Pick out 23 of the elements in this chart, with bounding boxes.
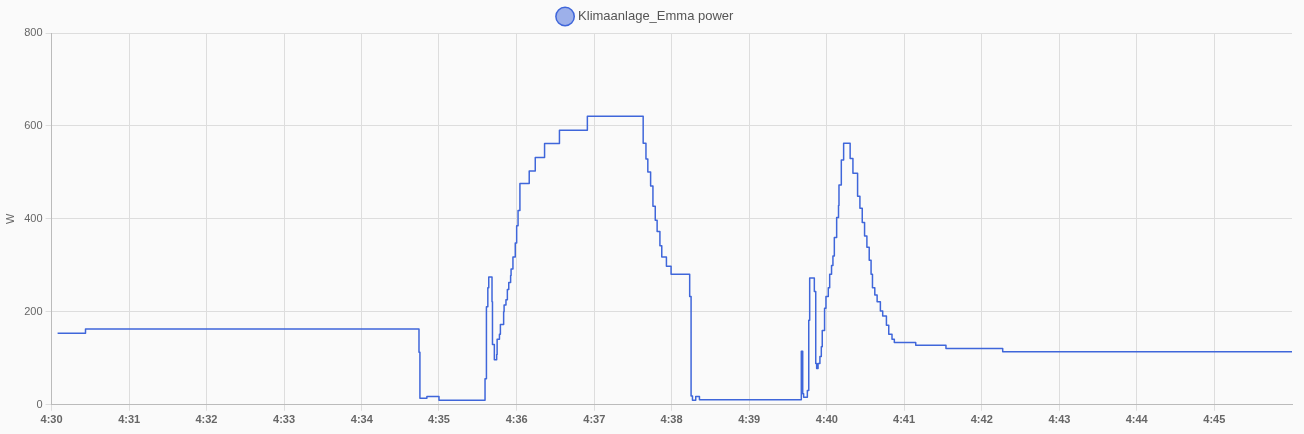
- legend-label: Klimaanlage_Emma power: [578, 8, 735, 24]
- y-tick-label: 800: [24, 26, 43, 39]
- x-tick-label: 4:34: [350, 413, 374, 426]
- x-tick-label: 4:38: [660, 413, 683, 426]
- y-tick-label: 0: [36, 397, 43, 410]
- y-axis-title: W: [3, 213, 16, 225]
- x-tick-label: 4:39: [738, 413, 761, 426]
- x-tick-label: 4:37: [583, 413, 606, 426]
- x-tick-label: 4:43: [1048, 413, 1071, 426]
- x-tick-label: 4:30: [40, 413, 63, 426]
- x-tick-label: 4:41: [893, 413, 916, 426]
- x-tick-label: 4:36: [505, 413, 528, 426]
- x-tick-label: 4:44: [1125, 413, 1149, 426]
- x-tick-label: 4:42: [970, 413, 993, 426]
- x-tick-label: 4:31: [118, 413, 141, 426]
- x-tick-label: 4:40: [815, 413, 838, 426]
- x-tick-label: 4:32: [195, 413, 218, 426]
- x-tick-label: 4:33: [273, 413, 296, 426]
- y-tick-label: 600: [24, 118, 43, 131]
- x-tick-label: 4:45: [1203, 413, 1226, 426]
- y-tick-label: 200: [24, 304, 43, 317]
- y-tick-label: 400: [24, 211, 43, 224]
- x-tick-label: 4:35: [427, 413, 450, 426]
